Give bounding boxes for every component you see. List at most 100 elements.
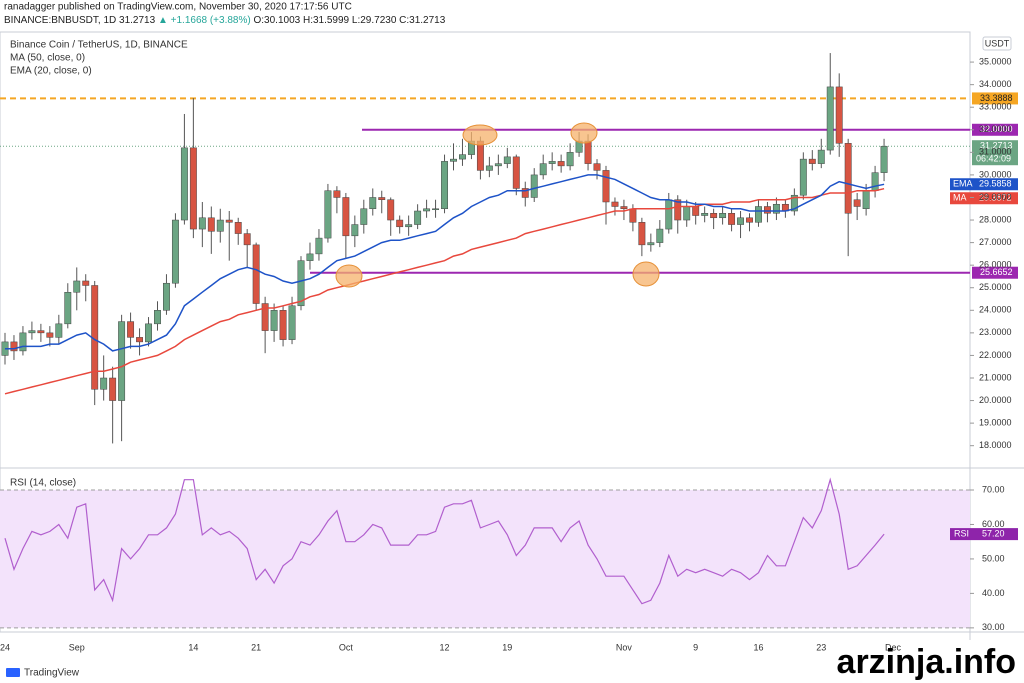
candle-body bbox=[306, 253, 314, 261]
rsi-title: RSI (14, close) bbox=[10, 478, 76, 489]
candle-body bbox=[73, 280, 81, 293]
candle-body bbox=[799, 158, 807, 196]
candle-body bbox=[710, 213, 718, 219]
rsi-tag bbox=[950, 528, 1018, 541]
candle-body bbox=[665, 199, 673, 230]
ohlc: O:30.1003 H:31.5999 L:29.7230 C:31.2713 bbox=[253, 15, 445, 26]
x-tick-label: 24 bbox=[0, 642, 10, 652]
candle-body bbox=[216, 219, 224, 232]
candle-body bbox=[127, 321, 135, 338]
logo-icon bbox=[6, 668, 20, 677]
rsi-tag-value: 57.20 bbox=[982, 528, 1005, 538]
candle-body bbox=[629, 208, 637, 223]
candle-body bbox=[252, 244, 260, 304]
candle-body bbox=[880, 145, 888, 173]
candle-body bbox=[593, 163, 601, 171]
candle-body bbox=[755, 206, 762, 223]
y-tick-label: 24.0000 bbox=[979, 305, 1012, 315]
rsi-tag-name: RSI bbox=[954, 528, 969, 538]
candle-body bbox=[450, 158, 457, 162]
rsi-band bbox=[0, 489, 970, 628]
candle-body bbox=[764, 206, 771, 214]
candle-body bbox=[342, 197, 350, 237]
rsi-tick-label: 70.00 bbox=[982, 484, 1005, 494]
candle-body bbox=[198, 217, 206, 230]
indicator-tag-name: EMA bbox=[953, 179, 973, 189]
indicator-tag-name: MA bbox=[953, 193, 967, 203]
candle-body bbox=[333, 190, 341, 198]
candle-body bbox=[207, 217, 215, 232]
candle-body bbox=[584, 140, 592, 164]
candle-body bbox=[772, 203, 780, 214]
candle-body bbox=[270, 310, 278, 331]
candle-body bbox=[432, 208, 440, 211]
x-tick-label: 19 bbox=[502, 642, 512, 652]
axis-tag bbox=[972, 92, 1018, 105]
candle-body bbox=[279, 310, 287, 340]
rsi-tick-label: 30.00 bbox=[982, 622, 1005, 632]
pattern-markers bbox=[335, 122, 660, 288]
candle-body bbox=[853, 199, 861, 207]
indicator-line bbox=[4, 187, 885, 395]
indicator-tag bbox=[950, 192, 1018, 205]
x-tick-label: 14 bbox=[188, 642, 198, 652]
x-tick-label: 21 bbox=[251, 642, 261, 652]
level-label: 32.0000 bbox=[980, 124, 1013, 134]
candle-body bbox=[136, 337, 144, 343]
y-tick-label: 27.0000 bbox=[979, 237, 1012, 247]
candle-body bbox=[620, 206, 628, 210]
candle-body bbox=[557, 161, 565, 167]
y-tick-label: 22.0000 bbox=[979, 350, 1012, 360]
axis-tag bbox=[972, 123, 1018, 136]
y-tick-label: 29.0000 bbox=[979, 192, 1012, 202]
candle-body bbox=[154, 310, 161, 325]
level-label: 25.6652 bbox=[980, 267, 1013, 277]
candle-body bbox=[485, 165, 493, 171]
y-tick-label: 32.0000 bbox=[979, 124, 1012, 134]
chart-title: Binance Coin / TetherUS, 1D, BINANCE bbox=[10, 40, 188, 51]
candle-body bbox=[602, 170, 610, 203]
candle-body bbox=[405, 224, 413, 228]
published-line: ranadagger published on TradingView.com,… bbox=[4, 2, 352, 13]
candle-body bbox=[728, 213, 736, 225]
candle-body bbox=[243, 233, 251, 246]
x-tick-label: Sep bbox=[69, 642, 85, 652]
rsi-tick-label: 50.00 bbox=[982, 553, 1005, 563]
candle-body bbox=[566, 152, 574, 167]
candle-body bbox=[862, 190, 870, 210]
candle-body bbox=[871, 172, 879, 191]
price-change: ▲ +1.1668 (+3.88%) bbox=[158, 15, 251, 26]
x-tick-label: 12 bbox=[440, 642, 450, 652]
candle-body bbox=[19, 332, 27, 352]
top-marker bbox=[570, 122, 598, 144]
candle-body bbox=[28, 330, 36, 334]
candle-body bbox=[638, 222, 646, 246]
x-tick-label: Nov bbox=[616, 642, 633, 652]
candle-body bbox=[171, 219, 179, 284]
candle-body bbox=[512, 156, 520, 189]
y-tick-label: 20.0000 bbox=[979, 395, 1012, 405]
candle-body bbox=[459, 154, 466, 160]
watermark: arzinja.info bbox=[837, 643, 1016, 681]
candle-body bbox=[835, 86, 843, 144]
candle-body bbox=[719, 213, 727, 219]
y-tick-label: 30.0000 bbox=[979, 169, 1012, 179]
indicator-tag bbox=[950, 178, 1018, 191]
candle-body bbox=[297, 260, 305, 307]
candle-body bbox=[790, 194, 798, 212]
candle-body bbox=[109, 377, 117, 401]
axis-tag bbox=[972, 266, 1018, 279]
currency: USDT bbox=[985, 38, 1010, 48]
bottom-marker bbox=[632, 261, 660, 287]
y-tick-label: 28.0000 bbox=[979, 214, 1012, 224]
candle-body bbox=[37, 330, 45, 334]
y-tick-label: 25.0000 bbox=[979, 282, 1012, 292]
candle-body bbox=[611, 201, 619, 207]
candle-body bbox=[64, 291, 72, 325]
y-tick-label: 18.0000 bbox=[979, 440, 1012, 450]
candle-body bbox=[656, 228, 664, 243]
candle-body bbox=[324, 190, 332, 239]
candle-body bbox=[351, 224, 359, 237]
brand: TradingView bbox=[24, 668, 80, 679]
